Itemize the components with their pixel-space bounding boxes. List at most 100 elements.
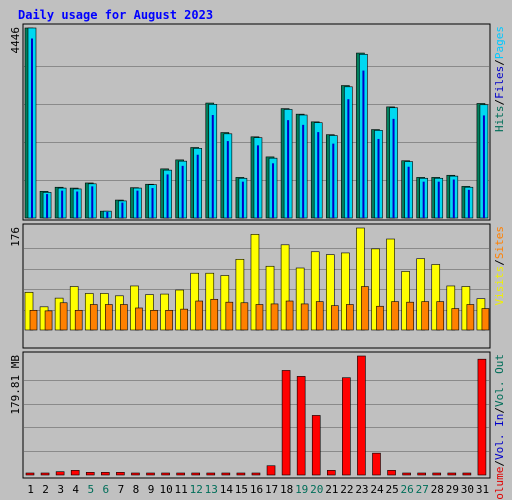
volume-bar <box>131 472 140 476</box>
volume-bar <box>116 472 125 476</box>
files-bar <box>272 163 275 218</box>
volume-bar <box>281 370 291 476</box>
files-bar <box>347 99 350 218</box>
y-axis-max-label: 176 <box>9 227 22 247</box>
sites-bar <box>29 309 38 331</box>
files-bar <box>332 143 335 218</box>
files-bar <box>377 138 380 218</box>
sites-bar <box>466 304 475 331</box>
day-label: 30 <box>461 483 474 496</box>
day-label: 17 <box>265 483 278 496</box>
day-label: 10 <box>159 483 172 496</box>
volume-bar <box>85 472 95 476</box>
day-label: 19 <box>295 483 308 496</box>
files-bar <box>121 202 124 218</box>
sites-bar <box>195 300 204 331</box>
day-label: 11 <box>175 483 188 496</box>
sites-bar <box>406 301 414 331</box>
legend-entry: / <box>493 99 506 106</box>
sites-bar <box>376 305 384 331</box>
day-label: 23 <box>355 483 368 496</box>
volume-bar <box>221 472 231 476</box>
legend-entry: Hits <box>493 106 506 133</box>
sites-bar <box>270 303 279 331</box>
legend-2: Visits/Sites <box>493 226 506 306</box>
day-label: 14 <box>220 483 234 496</box>
visits-bar <box>431 264 441 331</box>
hits-files-pages-bars <box>24 27 489 219</box>
day-label: 9 <box>148 483 155 496</box>
volume-bar <box>296 376 306 476</box>
files-bar <box>422 181 425 218</box>
legend-entry: / <box>493 460 506 467</box>
files-bar <box>31 38 33 219</box>
files-bar <box>452 179 455 218</box>
sites-bar <box>346 304 354 331</box>
sites-bar <box>180 308 188 331</box>
volume-bar <box>372 452 381 476</box>
sites-bar <box>89 304 98 331</box>
day-label: 2 <box>42 483 49 496</box>
day-label: 4 <box>72 483 79 496</box>
sites-bar <box>255 304 264 331</box>
legend-entry: / <box>493 407 506 414</box>
sites-bar <box>210 298 219 331</box>
visits-bar <box>341 252 350 331</box>
volume-bar <box>40 472 50 476</box>
day-label: 20 <box>310 483 323 496</box>
legend-entry: Vol. Out <box>493 354 506 407</box>
volume-bar <box>161 472 170 476</box>
day-label: 12 <box>190 483 203 496</box>
sites-bar <box>120 304 128 331</box>
volume-bar <box>357 355 366 476</box>
sites-bar <box>481 308 490 331</box>
day-label: 5 <box>87 483 94 496</box>
volume-bars <box>25 355 487 476</box>
volume-bar <box>101 472 110 476</box>
files-bar <box>437 181 440 218</box>
sites-bar <box>361 286 369 331</box>
sites-bar <box>74 309 83 331</box>
files-bar <box>226 141 229 218</box>
files-bar <box>211 115 214 218</box>
day-label: 15 <box>235 483 248 496</box>
volume-bar <box>176 472 185 476</box>
files-bar <box>302 124 305 218</box>
volume-bar <box>191 472 201 476</box>
visits-bar <box>446 285 456 331</box>
sites-bar <box>451 308 460 331</box>
visits-bar <box>401 271 410 331</box>
sites-bar <box>421 301 429 331</box>
volume-bar <box>342 377 351 476</box>
day-label: 29 <box>446 483 459 496</box>
volume-bar <box>25 472 35 476</box>
visits-bar <box>69 286 79 331</box>
sites-bar <box>436 301 445 331</box>
files-bar <box>91 186 94 218</box>
volume-bar <box>387 470 396 476</box>
day-label: 8 <box>133 483 140 496</box>
day-label: 22 <box>340 483 353 496</box>
files-bar <box>317 132 320 218</box>
legend-entry: Sites <box>493 226 506 259</box>
volume-bar <box>402 472 411 476</box>
legend-entry: Visits <box>493 266 506 306</box>
visits-bar <box>356 227 365 331</box>
sites-bar <box>150 309 158 331</box>
day-label: 26 <box>401 483 414 496</box>
sites-bar <box>165 309 173 331</box>
visits-bar <box>235 258 245 331</box>
volume-bar <box>70 470 80 476</box>
sites-bar <box>315 301 324 331</box>
day-label: 31 <box>476 483 489 496</box>
files-bar <box>151 188 154 218</box>
volume-bar <box>146 472 155 476</box>
files-bar <box>392 118 395 218</box>
legend-entry: Pages <box>493 26 506 59</box>
day-label: 7 <box>118 483 125 496</box>
files-bar <box>76 191 79 218</box>
day-label: 6 <box>103 483 110 496</box>
files-bar <box>467 189 470 218</box>
sites-bar <box>240 302 249 331</box>
sites-bar <box>225 301 234 331</box>
